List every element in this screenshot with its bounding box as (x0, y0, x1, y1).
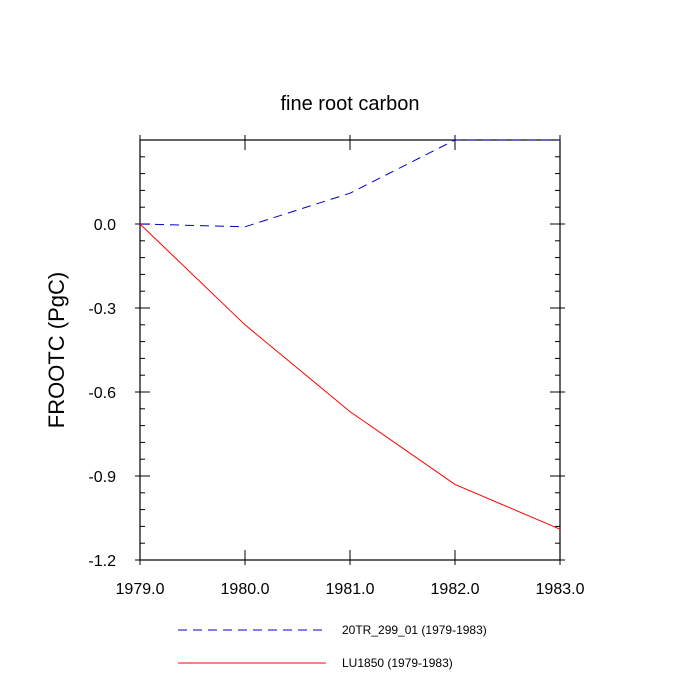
y-axis-label: FROOTC (PgC) (44, 272, 69, 428)
series-line-1 (139, 139, 560, 228)
legend-label-1: 20TR_299_01 (1979-1983) (342, 623, 487, 637)
x-tick-label: 1981.0 (326, 581, 375, 598)
y-tick-label: -0.3 (88, 301, 116, 318)
x-tick-label: 1980.0 (221, 581, 270, 598)
y-tick-label: 0.0 (94, 217, 116, 234)
y-tick-label: -0.9 (88, 469, 116, 486)
plot-frame (139, 139, 561, 561)
chart-title: fine root carbon (281, 93, 420, 115)
y-tick-label: -1.2 (88, 553, 116, 570)
x-tick-label: 1982.0 (431, 581, 480, 598)
x-tick-label: 1983.0 (536, 581, 585, 598)
series-line-2 (139, 223, 561, 530)
legend-label-2: LU1850 (1979-1983) (342, 656, 453, 670)
y-tick-label: -0.6 (88, 385, 116, 402)
x-tick-label: 1979.0 (116, 581, 165, 598)
